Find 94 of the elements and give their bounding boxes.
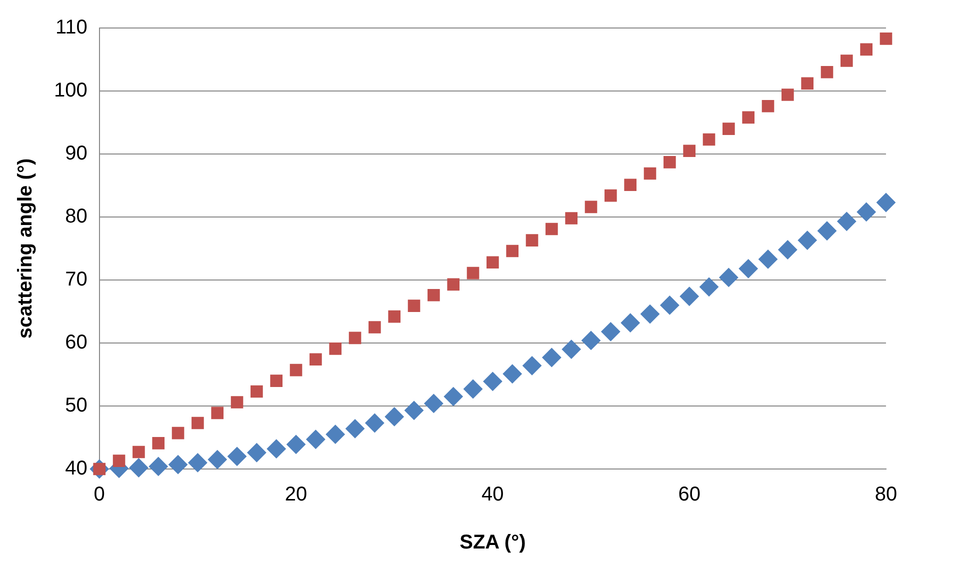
point xyxy=(860,43,872,56)
point xyxy=(644,167,656,180)
point xyxy=(266,439,286,458)
point xyxy=(522,356,542,376)
point xyxy=(683,144,696,158)
point xyxy=(208,450,227,470)
point xyxy=(270,374,283,387)
y-tick-label: 100 xyxy=(54,80,88,102)
point xyxy=(502,364,522,384)
point xyxy=(840,54,853,67)
point xyxy=(388,310,401,323)
point xyxy=(562,340,581,359)
point xyxy=(290,364,302,376)
point xyxy=(782,88,794,101)
point xyxy=(132,446,145,458)
point xyxy=(506,244,519,258)
point xyxy=(542,348,562,367)
point xyxy=(444,387,463,406)
point xyxy=(346,419,365,438)
y-tick-label: 80 xyxy=(65,206,88,228)
point xyxy=(486,256,499,269)
point xyxy=(365,414,384,433)
point xyxy=(664,156,676,168)
point xyxy=(228,446,247,466)
point xyxy=(584,200,598,214)
x-tick-label: 80 xyxy=(874,484,898,506)
point xyxy=(856,202,876,222)
point xyxy=(546,222,558,236)
point xyxy=(310,353,322,366)
point xyxy=(250,385,263,398)
y-tick-label: 60 xyxy=(65,332,88,354)
point xyxy=(466,266,480,280)
point xyxy=(188,453,208,472)
point xyxy=(408,300,420,312)
point xyxy=(702,133,716,146)
point xyxy=(172,426,184,440)
point xyxy=(742,111,754,124)
point xyxy=(424,394,444,413)
y-tick-label: 40 xyxy=(65,458,88,480)
point xyxy=(758,250,778,269)
point xyxy=(404,400,424,420)
point xyxy=(565,212,578,224)
point xyxy=(247,443,266,462)
x-tick-label: 20 xyxy=(284,484,308,506)
point xyxy=(384,407,404,426)
y-tick-label: 70 xyxy=(65,268,88,291)
point xyxy=(211,406,224,420)
point xyxy=(680,286,699,306)
point xyxy=(148,456,168,476)
y-axis-title: scattering angle (°) xyxy=(14,158,37,339)
point xyxy=(818,221,837,240)
point xyxy=(368,321,381,334)
point xyxy=(168,455,188,474)
x-axis-title: SZA (°) xyxy=(460,532,526,554)
point xyxy=(582,330,601,350)
point xyxy=(620,313,640,332)
x-tick-label: 0 xyxy=(94,484,105,506)
point xyxy=(604,189,617,202)
point xyxy=(464,379,483,398)
point xyxy=(880,32,892,45)
x-tick-label: 60 xyxy=(678,484,700,506)
point xyxy=(801,77,814,90)
point xyxy=(306,430,326,449)
point xyxy=(820,66,834,78)
point xyxy=(798,230,817,250)
point xyxy=(152,437,165,450)
point xyxy=(447,278,460,291)
point xyxy=(286,434,306,454)
point xyxy=(738,259,758,278)
point xyxy=(129,458,148,478)
point xyxy=(719,268,738,287)
y-tick-label: 50 xyxy=(65,394,88,417)
point xyxy=(601,322,620,342)
point xyxy=(778,240,798,260)
point xyxy=(348,332,362,344)
point xyxy=(526,234,538,246)
point xyxy=(624,178,636,192)
point xyxy=(192,416,204,430)
y-tick-label: 90 xyxy=(65,142,88,165)
point xyxy=(640,304,660,324)
point xyxy=(112,454,126,467)
point xyxy=(700,277,719,296)
point xyxy=(329,342,342,355)
x-tick-label: 40 xyxy=(482,484,504,506)
point xyxy=(483,372,502,391)
point xyxy=(428,288,440,302)
point xyxy=(660,296,680,315)
point xyxy=(722,122,735,135)
point xyxy=(876,193,896,212)
point xyxy=(762,100,774,112)
point xyxy=(837,212,856,231)
point xyxy=(326,424,345,444)
point xyxy=(230,396,244,408)
y-tick-label: 110 xyxy=(55,16,88,39)
